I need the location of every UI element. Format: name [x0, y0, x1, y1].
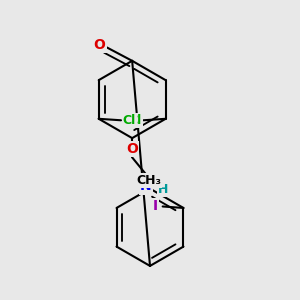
Text: I: I [153, 200, 158, 214]
Text: O: O [94, 38, 105, 52]
Text: H: H [158, 183, 169, 196]
Text: Cl: Cl [123, 114, 136, 127]
Text: Cl: Cl [128, 114, 142, 127]
Text: N: N [140, 179, 152, 194]
Text: CH₃: CH₃ [136, 174, 161, 187]
Text: O: O [126, 142, 138, 156]
